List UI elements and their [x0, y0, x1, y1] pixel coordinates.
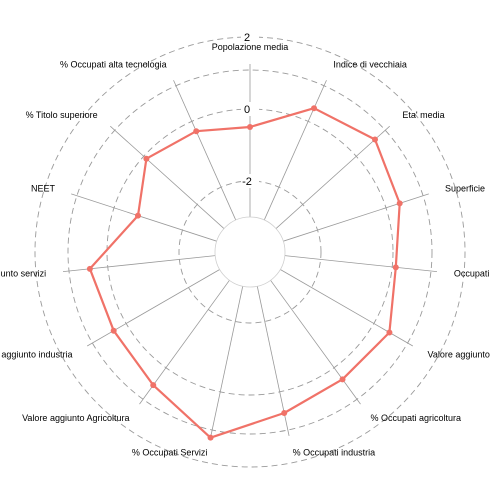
- axis-spoke: [270, 280, 361, 405]
- axis-spoke: [275, 125, 390, 229]
- data-point: [396, 200, 403, 207]
- outer-circle: [67, 69, 433, 435]
- axis-label: % Occupati industria: [293, 448, 376, 458]
- axis-labels: Popolazione media Indice di vecchiaia Eta'…: [0, 42, 490, 458]
- tick-label: -2: [242, 176, 252, 188]
- data-point: [311, 105, 318, 112]
- radar-spokes: [62, 64, 438, 436]
- data-point: [281, 410, 288, 417]
- axis-label: % Occupati Servizi: [132, 448, 208, 458]
- tick-label: 2: [244, 32, 250, 44]
- axis-label: Valore aggiunto: [428, 350, 490, 360]
- axis-spoke: [173, 80, 237, 221]
- data-point: [207, 434, 214, 441]
- tick-label: 0: [244, 104, 250, 116]
- data-point: [110, 327, 117, 334]
- data-point: [143, 155, 150, 162]
- inner-circle: [214, 216, 286, 288]
- radial-tick-labels: 2 0 -2: [241, 30, 259, 188]
- axis-label: Valore aggiunto industria: [0, 350, 72, 360]
- data-point: [392, 264, 399, 271]
- axis-label: % Occupati alta tecnologia: [60, 60, 167, 70]
- axis-spoke: [280, 269, 414, 347]
- data-point: [247, 124, 253, 130]
- axis-spoke: [283, 193, 429, 242]
- axis-spoke: [284, 255, 438, 273]
- series-line: [88, 107, 401, 439]
- radar-series: [86, 105, 403, 441]
- tick-label-bg: [241, 174, 259, 188]
- axis-spoke: [110, 125, 225, 229]
- axis-label: NEET: [31, 184, 56, 194]
- axis-spoke: [210, 286, 244, 436]
- axis-label: Superficie: [445, 184, 485, 194]
- data-point: [371, 136, 378, 143]
- axis-spoke: [71, 193, 217, 242]
- data-point: [86, 265, 93, 272]
- axis-label: Popolazione media: [212, 42, 289, 52]
- tick-label-bg: [241, 102, 259, 116]
- data-point: [339, 376, 346, 383]
- axis-label: Occupati: [454, 268, 490, 278]
- axis-spoke: [263, 80, 327, 221]
- axis-label: Valore aggiunto Agricoltura: [22, 413, 129, 423]
- axis-label: Indice di vecchiaia: [333, 60, 407, 70]
- data-point: [150, 382, 157, 389]
- axis-label: Valore aggiunto servizi: [0, 268, 46, 278]
- axis-label: % Titolo superiore: [26, 110, 98, 120]
- axis-spoke: [62, 255, 216, 273]
- data-point: [134, 212, 141, 219]
- axis-spoke: [86, 269, 220, 347]
- tick-label-bg: [241, 30, 259, 44]
- data-point: [193, 128, 200, 135]
- data-point: [386, 329, 393, 336]
- axis-label: % Occupati agricoltura: [370, 413, 461, 423]
- axis-label: Eta' media: [402, 110, 444, 120]
